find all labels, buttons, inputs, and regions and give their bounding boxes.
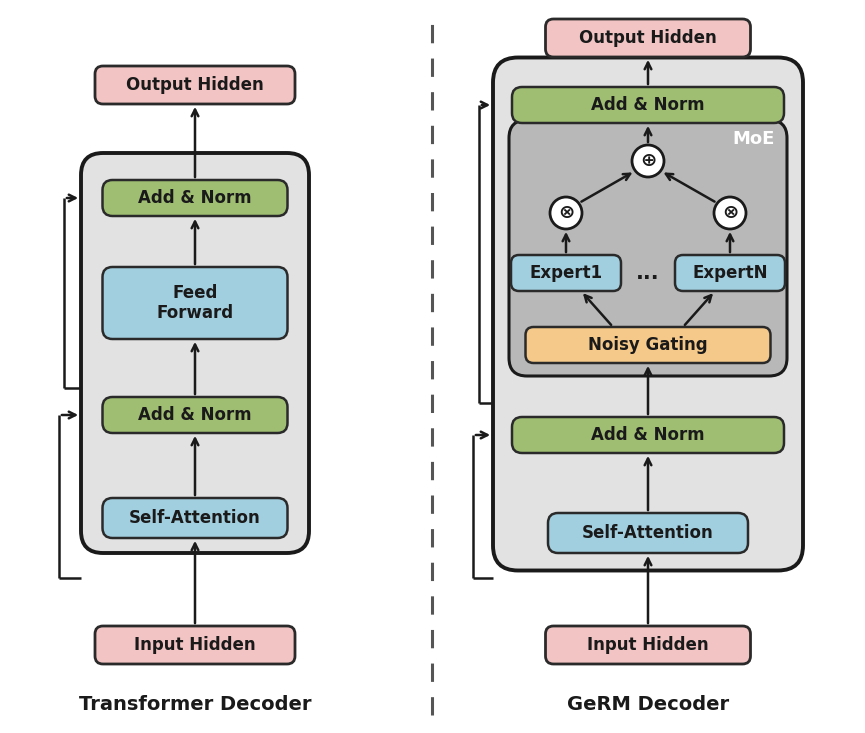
FancyBboxPatch shape bbox=[95, 66, 295, 104]
Text: Input Hidden: Input Hidden bbox=[134, 636, 256, 654]
Text: Input Hidden: Input Hidden bbox=[587, 636, 708, 654]
Text: Add & Norm: Add & Norm bbox=[138, 189, 252, 207]
FancyBboxPatch shape bbox=[509, 120, 787, 376]
Circle shape bbox=[550, 197, 582, 229]
Text: ⊗: ⊗ bbox=[558, 204, 574, 223]
Text: Self-Attention: Self-Attention bbox=[129, 509, 261, 527]
FancyBboxPatch shape bbox=[511, 255, 621, 291]
Text: ⊗: ⊗ bbox=[721, 204, 738, 223]
FancyBboxPatch shape bbox=[546, 626, 751, 664]
Text: Output Hidden: Output Hidden bbox=[126, 76, 264, 94]
Text: MoE: MoE bbox=[733, 130, 775, 148]
Text: Add & Norm: Add & Norm bbox=[138, 406, 252, 424]
FancyBboxPatch shape bbox=[512, 87, 784, 123]
Text: Add & Norm: Add & Norm bbox=[591, 426, 705, 444]
Text: Expert1: Expert1 bbox=[529, 264, 603, 282]
FancyBboxPatch shape bbox=[102, 397, 287, 433]
FancyBboxPatch shape bbox=[675, 255, 785, 291]
Text: ExpertN: ExpertN bbox=[692, 264, 768, 282]
Text: Self-Attention: Self-Attention bbox=[582, 524, 714, 542]
FancyBboxPatch shape bbox=[493, 57, 803, 570]
Text: ⊕: ⊕ bbox=[640, 152, 657, 171]
Text: Noisy Gating: Noisy Gating bbox=[588, 336, 708, 354]
FancyBboxPatch shape bbox=[526, 327, 771, 363]
FancyBboxPatch shape bbox=[102, 498, 287, 538]
Text: Feed
Forward: Feed Forward bbox=[157, 284, 234, 323]
FancyBboxPatch shape bbox=[95, 626, 295, 664]
FancyBboxPatch shape bbox=[102, 180, 287, 216]
Circle shape bbox=[714, 197, 746, 229]
Circle shape bbox=[632, 145, 664, 177]
Text: Add & Norm: Add & Norm bbox=[591, 96, 705, 114]
Text: ...: ... bbox=[636, 263, 660, 283]
FancyBboxPatch shape bbox=[102, 267, 287, 339]
Text: Output Hidden: Output Hidden bbox=[580, 29, 717, 47]
FancyBboxPatch shape bbox=[548, 513, 748, 553]
Text: Transformer Decoder: Transformer Decoder bbox=[79, 696, 311, 715]
FancyBboxPatch shape bbox=[81, 153, 309, 553]
FancyBboxPatch shape bbox=[546, 19, 751, 57]
Text: GeRM Decoder: GeRM Decoder bbox=[567, 696, 729, 715]
FancyBboxPatch shape bbox=[512, 417, 784, 453]
